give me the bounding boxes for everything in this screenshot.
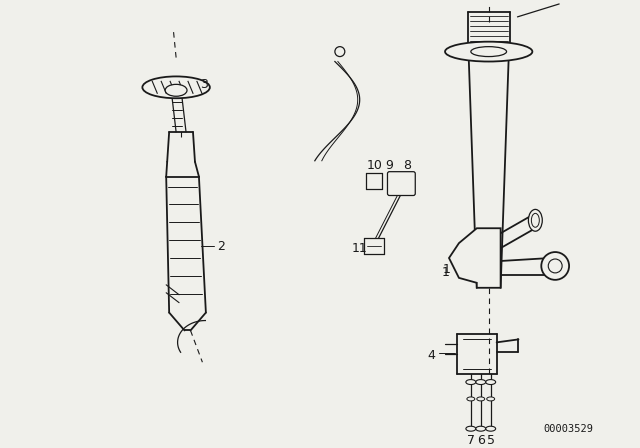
Text: 3: 3 [200,78,208,91]
Text: 10: 10 [367,159,383,172]
Circle shape [541,252,569,280]
Circle shape [335,47,345,56]
FancyBboxPatch shape [387,172,415,195]
Ellipse shape [476,379,486,384]
Ellipse shape [165,84,187,96]
Polygon shape [449,228,500,288]
Text: 00003529: 00003529 [543,424,593,434]
Ellipse shape [466,379,476,384]
Ellipse shape [486,397,495,401]
Ellipse shape [142,77,210,98]
Text: 2: 2 [217,240,225,253]
Ellipse shape [486,426,495,431]
Text: 1: 1 [442,267,450,280]
Ellipse shape [445,42,532,61]
Text: 7: 7 [467,434,475,447]
Text: 5: 5 [486,434,495,447]
Ellipse shape [476,426,486,431]
Ellipse shape [529,209,542,231]
Ellipse shape [531,213,540,227]
Ellipse shape [466,426,476,431]
Ellipse shape [471,47,507,56]
Text: 11: 11 [352,241,367,254]
Ellipse shape [467,397,475,401]
Ellipse shape [477,397,484,401]
Text: 1: 1 [443,263,451,276]
Text: 9: 9 [385,159,394,172]
Text: 6: 6 [477,434,484,447]
Text: 8: 8 [403,159,412,172]
Ellipse shape [486,379,495,384]
Text: 4: 4 [428,349,435,362]
